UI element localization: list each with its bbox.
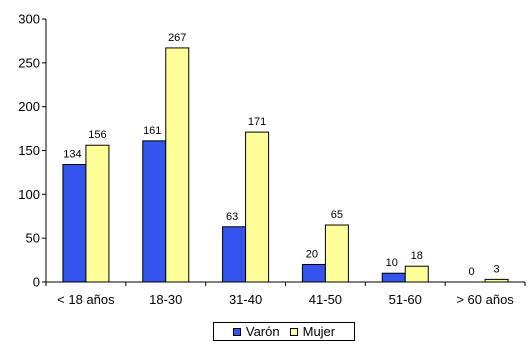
- x-category-label: 41-50: [309, 292, 342, 307]
- data-label-varon: 161: [143, 125, 161, 137]
- x-axis-labels: < 18 años 18-30 31-40 41-50 51-60 > 60 años: [45, 282, 526, 307]
- data-label-varon: 20: [306, 248, 318, 260]
- y-tick-label: 150: [18, 143, 40, 158]
- y-tick-label: 100: [18, 187, 40, 202]
- data-label-mujer: 65: [331, 209, 343, 221]
- bar-varon: [222, 226, 247, 283]
- chart-bars: 134 156 161 267 63 171 20 65 10 18 0 3: [62, 32, 509, 283]
- chart-axes: [45, 19, 525, 283]
- bar-varon: [381, 272, 406, 283]
- y-axis-ticks: 0 50 100 150 200 250 300: [18, 12, 46, 290]
- legend-label-varon: Varón: [245, 324, 280, 339]
- data-label-mujer: 156: [88, 129, 106, 141]
- data-label-mujer: 267: [168, 32, 186, 44]
- bar-mujer: [85, 144, 110, 283]
- bar-varon: [301, 263, 326, 283]
- y-tick-label: 50: [26, 231, 40, 246]
- y-tick-label: 250: [18, 55, 40, 70]
- bar-mujer: [484, 278, 509, 283]
- chart-legend: Varón Mujer: [213, 322, 355, 341]
- data-label-varon: 63: [226, 211, 238, 223]
- x-category-label: 51-60: [389, 292, 422, 307]
- legend-swatch-varon: [232, 327, 241, 336]
- y-tick-label: 200: [18, 99, 40, 114]
- legend-item-mujer: Mujer: [289, 324, 336, 339]
- bar-mujer: [404, 265, 429, 283]
- y-tick-label: 0: [33, 275, 40, 290]
- data-label-mujer: 3: [494, 263, 500, 275]
- legend-label-mujer: Mujer: [302, 324, 336, 339]
- bar-varon: [142, 140, 167, 283]
- bar-mujer: [245, 131, 270, 283]
- x-category-label: 31-40: [229, 292, 262, 307]
- legend-item-varon: Varón: [232, 324, 280, 339]
- bar-mujer: [165, 47, 190, 283]
- data-label-mujer: 171: [248, 116, 266, 128]
- data-label-varon: 134: [63, 149, 81, 161]
- bar-varon: [62, 164, 87, 283]
- data-label-varon: 10: [386, 257, 398, 269]
- data-label-mujer: 18: [411, 250, 423, 262]
- data-label-varon: 0: [469, 266, 475, 278]
- x-category-label: 18-30: [149, 292, 182, 307]
- x-category-label: < 18 años: [57, 292, 115, 307]
- legend-swatch-mujer: [289, 327, 298, 336]
- y-tick-label: 300: [18, 12, 40, 27]
- bar-mujer: [324, 224, 349, 283]
- x-category-label: > 60 años: [456, 292, 514, 307]
